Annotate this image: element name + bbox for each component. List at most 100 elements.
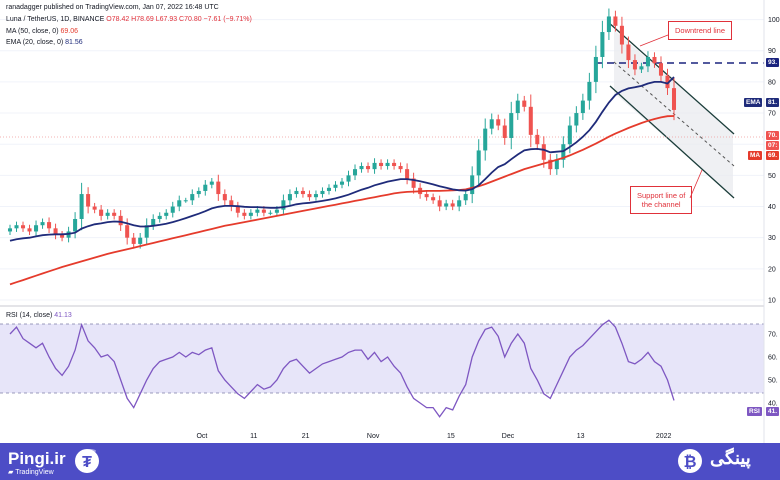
candle-body bbox=[658, 63, 663, 76]
rsi-tick-label: 40. bbox=[768, 401, 778, 408]
ema-price-label: 81. bbox=[766, 98, 780, 107]
candle-body bbox=[320, 190, 325, 195]
candle-body bbox=[470, 175, 475, 195]
candle bbox=[7, 224, 13, 236]
candle bbox=[287, 189, 292, 205]
candle-body bbox=[554, 159, 559, 170]
candle-body bbox=[34, 225, 39, 232]
svg-text:₮: ₮ bbox=[82, 454, 92, 471]
candle bbox=[645, 51, 650, 73]
candle-body bbox=[105, 212, 110, 216]
candle-body bbox=[359, 166, 364, 170]
resistance-price-label: 93. bbox=[766, 58, 780, 67]
rsi-band bbox=[0, 324, 764, 393]
candle-body bbox=[567, 125, 572, 145]
candle-body bbox=[333, 184, 338, 188]
rsi-legend[interactable]: RSI (14, close) 41.13 bbox=[6, 312, 72, 319]
price-tick-label: 40 bbox=[768, 204, 776, 211]
candle-body bbox=[652, 56, 657, 64]
candle-body bbox=[255, 209, 260, 213]
price-tick-label: 10 bbox=[768, 298, 776, 305]
candle-body bbox=[489, 119, 494, 129]
candle-body bbox=[398, 166, 403, 170]
brand-footer: ₮ ₿ Pingi.ir پینگی bbox=[0, 443, 780, 480]
candle bbox=[183, 197, 188, 203]
symbol-line: Luna / TetherUS, 1D, BINANCE O78.42 H78.… bbox=[6, 16, 252, 23]
candle bbox=[528, 94, 533, 148]
candle bbox=[99, 204, 104, 221]
candle-body bbox=[535, 134, 540, 145]
candle-body bbox=[21, 225, 26, 229]
candle bbox=[248, 209, 253, 220]
candle-body bbox=[580, 100, 585, 114]
candle-body bbox=[522, 100, 527, 107]
time-tick-label: 13 bbox=[577, 433, 585, 440]
candle bbox=[27, 224, 32, 236]
candle bbox=[170, 201, 175, 218]
candle bbox=[294, 187, 299, 198]
candle-body bbox=[483, 128, 488, 151]
candle-body bbox=[222, 194, 227, 201]
brand-left-text: Pingi.ir bbox=[8, 449, 66, 468]
time-axis: Oct 11 21 Nov 15 Dec 13 2022 bbox=[196, 433, 671, 440]
candle bbox=[424, 190, 429, 201]
candle-body bbox=[27, 228, 32, 232]
candle-body bbox=[600, 32, 605, 57]
candle bbox=[580, 93, 585, 120]
candle-body bbox=[294, 190, 299, 195]
candle bbox=[574, 106, 579, 133]
ma50-line bbox=[9, 115, 675, 286]
price-tick-label: 50 bbox=[768, 173, 776, 180]
candle-body bbox=[73, 218, 78, 232]
candle bbox=[587, 72, 592, 110]
rsi-tick-label: 70. bbox=[768, 332, 778, 339]
candle bbox=[177, 195, 182, 212]
candle bbox=[379, 159, 384, 170]
candle bbox=[112, 209, 117, 220]
candle-body bbox=[606, 16, 611, 33]
candle-body bbox=[548, 159, 553, 170]
candle-body bbox=[183, 200, 188, 202]
price-tick-label: 100 bbox=[768, 17, 780, 24]
downtrend-line bbox=[607, 21, 735, 135]
candle bbox=[203, 180, 208, 196]
ema-legend-label: EMA (20, close, 0) bbox=[6, 39, 64, 46]
candle bbox=[300, 187, 305, 198]
candle bbox=[190, 189, 195, 205]
candle-body bbox=[138, 237, 143, 244]
support-line bbox=[609, 85, 735, 199]
candle-body bbox=[307, 194, 312, 198]
rsi-axis: 70. 60. 50. 40. bbox=[768, 332, 778, 408]
candle-body bbox=[112, 212, 117, 216]
price-tick-label: 90 bbox=[768, 48, 776, 55]
candle bbox=[346, 170, 351, 187]
candle bbox=[606, 8, 611, 40]
ma-legend[interactable]: MA (50, close, 0) 69.06 bbox=[6, 28, 78, 35]
candle-body bbox=[14, 225, 19, 229]
candle-body bbox=[144, 225, 149, 238]
candle bbox=[405, 163, 410, 185]
candle-body bbox=[196, 190, 201, 195]
rsi-legend-label: RSI (14, close) bbox=[6, 312, 53, 319]
candle-body bbox=[411, 178, 416, 188]
candle-body bbox=[40, 222, 45, 226]
symbol-name: Luna / TetherUS, 1D, BINANCE bbox=[6, 16, 105, 23]
candle-body bbox=[274, 209, 279, 213]
ema-legend[interactable]: EMA (20, close, 0) 81.56 bbox=[6, 39, 83, 46]
price-tick-label: 20 bbox=[768, 266, 776, 273]
candle-body bbox=[157, 215, 162, 219]
ma-legend-value: 69.06 bbox=[60, 28, 79, 35]
ma-price-label: 69. bbox=[766, 151, 780, 160]
rsi-tick-label: 60. bbox=[768, 355, 778, 362]
candle bbox=[235, 201, 240, 218]
candle-body bbox=[177, 200, 182, 207]
candle bbox=[554, 154, 559, 175]
candle bbox=[216, 174, 221, 201]
candle bbox=[522, 95, 527, 112]
price-chart[interactable]: 100908070605040302010 70.60.50.40. Oct11… bbox=[0, 0, 780, 443]
candle-body bbox=[392, 162, 397, 167]
rsi-value-label: 41. bbox=[766, 407, 780, 416]
brand-right-text: پینگی bbox=[710, 448, 751, 468]
candle bbox=[242, 209, 247, 220]
candle bbox=[502, 118, 507, 145]
